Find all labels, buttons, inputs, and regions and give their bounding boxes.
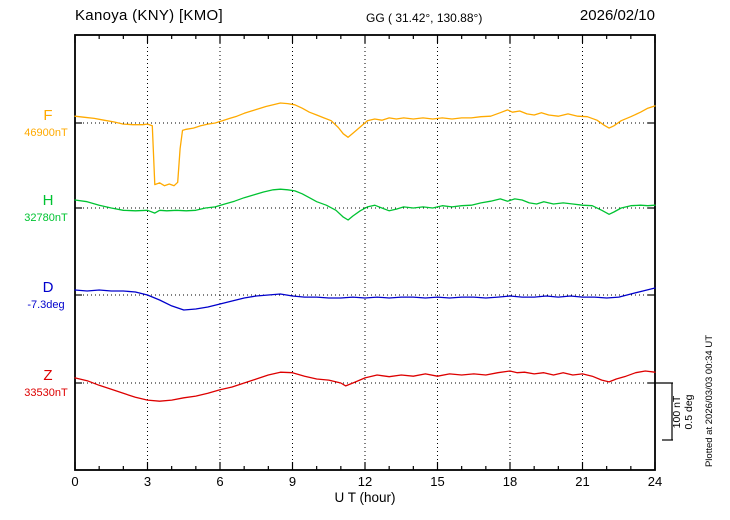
station-title: Kanoya (KNY) [KMO] [75,7,223,24]
trace-F [74,102,656,187]
x-axis-title: U T (hour) [334,490,396,505]
trace-H [74,188,656,221]
plotted-at-note: Plotted at 2026/03/03 00:34 UT [704,335,715,467]
plot-date: 2026/02/10 [579,7,655,24]
component-label-H: H [42,192,54,209]
x-tick-label-3: 3 [143,474,152,489]
scale-bar-nt-label: 100 nT [671,395,683,428]
x-tick-label-18: 18 [502,474,518,489]
x-tick-label-15: 15 [430,474,445,489]
x-tick-label-0: 0 [71,474,79,489]
x-tick-label-24: 24 [647,474,663,489]
component-baseline-value-Z: 33530nT [24,387,68,399]
trace-D [74,287,656,311]
station-coordinates: GG ( 31.42°, 130.88°) [366,11,483,25]
x-tick-label-6: 6 [216,474,224,489]
component-label-D: D [42,279,54,296]
component-baseline-value-H: 32780nT [24,212,68,224]
component-baseline-value-D: -7.3deg [27,299,65,311]
x-tick-label-21: 21 [575,474,590,489]
x-tick-label-9: 9 [288,474,297,489]
x-tick-label-12: 12 [357,474,373,489]
component-label-Z: Z [43,367,53,384]
plot-frame [74,34,656,471]
component-label-F: F [43,107,53,124]
scale-bar-deg-label: 0.5 deg [683,394,695,429]
trace-Z [74,370,656,402]
component-baseline-value-F: 46900nT [24,127,68,139]
